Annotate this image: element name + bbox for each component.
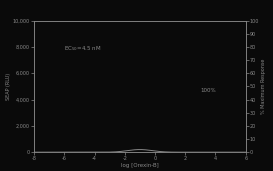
Text: 100%: 100% (200, 88, 216, 93)
Y-axis label: SEAP (RLU): SEAP (RLU) (7, 73, 11, 100)
Y-axis label: % Maximum Response: % Maximum Response (261, 59, 266, 114)
X-axis label: log [Orexin-B]: log [Orexin-B] (121, 163, 159, 168)
Text: EC$_{50}$=4.5 nM: EC$_{50}$=4.5 nM (64, 44, 102, 53)
